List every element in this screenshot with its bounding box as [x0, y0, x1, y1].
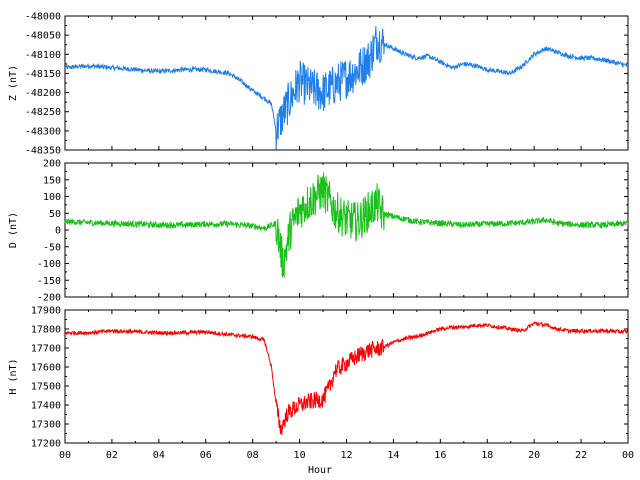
panel-d: 200 150 100 50 0 -50 -100 -150 -200 D (nT) [8, 159, 629, 304]
x-tick-label: 20 [528, 450, 540, 461]
x-tick-label: 00 [59, 450, 71, 461]
y-tick-label: -48200 [25, 88, 61, 99]
y-axis-label: H (nT) [8, 358, 19, 394]
y-tick-label: -48050 [25, 31, 61, 42]
y-tick-label: 17200 [31, 439, 61, 450]
plot-frame [64, 309, 629, 444]
y-tick-label: 17300 [31, 420, 61, 431]
y-tick-label: -48100 [25, 50, 61, 61]
y-axis-label: Z (nT) [8, 65, 19, 101]
x-axis-label: Hour [308, 465, 332, 476]
y-tick-label: 17600 [31, 363, 61, 374]
x-tick-label: 22 [575, 450, 587, 461]
y-tick-label: -48150 [25, 69, 61, 80]
y-tick-label: 100 [43, 192, 61, 203]
y-tick-label: -48300 [25, 126, 61, 137]
y-tick-label: 17500 [31, 382, 61, 393]
y-tick-label: -150 [37, 276, 61, 287]
y-tick-label: -48250 [25, 107, 61, 118]
y-tick-label: 17700 [31, 344, 61, 355]
x-tick-label: 16 [434, 450, 446, 461]
x-tick-label: 04 [153, 450, 165, 461]
series-line-h [64, 320, 629, 436]
x-tick-label: 06 [200, 450, 212, 461]
y-tick-label: 17900 [31, 306, 61, 317]
x-tick-label: 02 [106, 450, 118, 461]
y-tick-label: 17800 [31, 325, 61, 336]
x-tick-label: 12 [340, 450, 352, 461]
x-tick-label: 14 [387, 450, 399, 461]
y-tick-label: 17400 [31, 401, 61, 412]
panel-h: 17900 17800 17700 17600 17500 17400 17300 17200… [8, 306, 629, 450]
y-tick-label: -200 [37, 293, 61, 304]
series-line-d [64, 172, 629, 278]
y-tick-label: -48000 [25, 12, 61, 23]
panel-z: -48000 -48050 -48100 -48150 -48200 -48250 -483… [8, 12, 629, 157]
y-tick-label: 0 [55, 226, 61, 237]
y-tick-label: 50 [49, 209, 61, 220]
x-tick-label: 08 [247, 450, 259, 461]
x-tick-label: 00 [622, 450, 634, 461]
x-tick-label: 18 [481, 450, 493, 461]
series-line-z [64, 25, 629, 151]
y-axis-label: D (nT) [8, 212, 19, 248]
y-tick-label: 150 [43, 175, 61, 186]
y-tick-label: -48350 [25, 146, 61, 157]
x-tick-label: 10 [294, 450, 306, 461]
y-tick-label: -100 [37, 259, 61, 270]
y-tick-label: -50 [43, 242, 61, 253]
y-tick-label: 200 [43, 159, 61, 170]
